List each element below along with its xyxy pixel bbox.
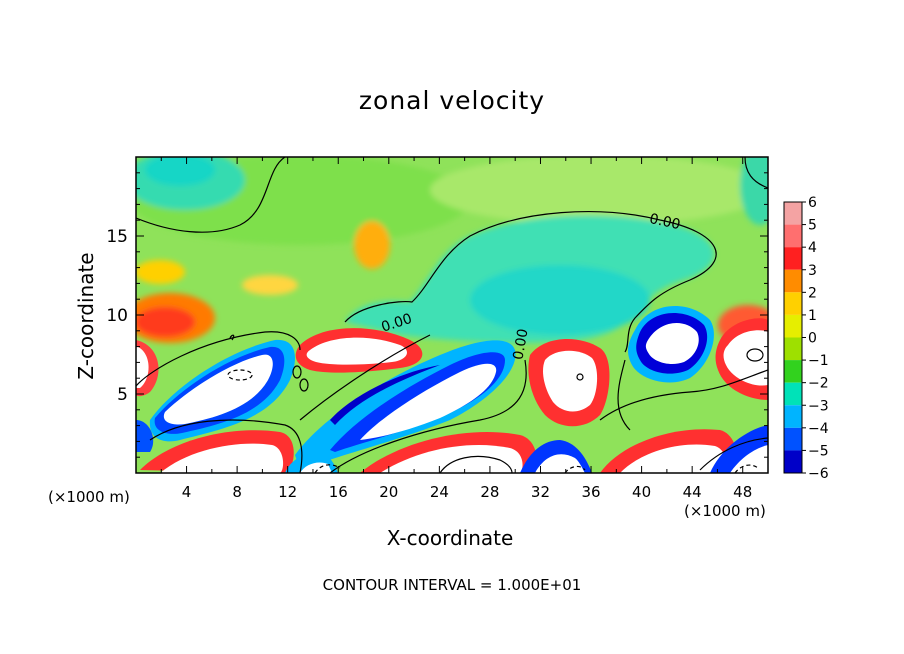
y-tick-label: 10 xyxy=(106,306,128,326)
colorbar-label: 4 xyxy=(808,240,817,256)
colorbar-swatch xyxy=(784,314,802,338)
y-unit-label: (×1000 m) xyxy=(48,488,130,506)
colorbar-swatch xyxy=(784,337,802,361)
y-axis-label: Z-coordinate xyxy=(74,252,98,380)
contour-interval-text: CONTOUR INTERVAL = 1.000E+01 xyxy=(322,576,582,594)
y-tick-label: 15 xyxy=(106,227,128,247)
colorbar-label: −1 xyxy=(808,353,829,369)
x-tick-label: 44 xyxy=(683,483,702,501)
heatmap-field xyxy=(136,157,768,473)
colorbar-swatch xyxy=(784,224,802,248)
chart-title: zonal velocity xyxy=(358,86,546,115)
colorbar-label: 5 xyxy=(808,218,817,234)
colorbar-label: 2 xyxy=(808,285,817,301)
colorbar-swatch xyxy=(784,292,802,315)
x-tick-label: 40 xyxy=(632,483,651,501)
contour-label: 0.00 xyxy=(648,211,682,233)
x-tick-label: 28 xyxy=(480,483,499,501)
colorbar-swatch xyxy=(784,269,802,293)
colorbar-swatch xyxy=(784,405,802,428)
x-tick-label: 20 xyxy=(379,483,398,501)
colorbar-label: −6 xyxy=(808,466,829,482)
x-tick-label: 4 xyxy=(182,483,192,501)
x-tick-label: 16 xyxy=(329,483,348,501)
x-tick-label: 8 xyxy=(232,483,242,501)
colorbar-swatch xyxy=(784,202,802,225)
colorbar-swatch xyxy=(784,450,802,473)
colorbar-swatch xyxy=(784,360,802,383)
colorbar-label: −5 xyxy=(808,443,829,459)
y-axis: 5 10 15 xyxy=(106,172,768,458)
colorbar-label: −4 xyxy=(808,421,829,437)
colorbar-label: −2 xyxy=(808,376,829,392)
x-axis-label: X-coordinate xyxy=(386,526,514,550)
x-tick-label: 48 xyxy=(733,483,752,501)
colorbar-label: 0 xyxy=(808,331,817,347)
x-unit-label: (×1000 m) xyxy=(684,502,766,520)
contour-label: 0.00 xyxy=(510,328,531,361)
colorbar-label: −3 xyxy=(808,398,829,414)
colorbar-label: 6 xyxy=(808,195,817,211)
contour-lines xyxy=(136,157,768,473)
colorbar-label: 1 xyxy=(808,308,817,324)
x-axis: 4 8 12 16 20 24 28 32 36 40 44 48 xyxy=(160,157,752,501)
colorbar-swatch xyxy=(784,247,802,270)
x-tick-label: 32 xyxy=(531,483,550,501)
colorbar-label: 3 xyxy=(808,263,817,279)
y-tick-label: 5 xyxy=(117,385,128,405)
colorbar: 6 5 4 3 2 1 0 −1 −2 −3 −4 −5 −6 xyxy=(783,195,829,482)
contour-labels: 0.000.000.00 xyxy=(379,211,681,361)
x-tick-label: 36 xyxy=(581,483,600,501)
colorbar-swatch xyxy=(784,427,802,451)
x-tick-label: 24 xyxy=(430,483,449,501)
x-tick-label: 12 xyxy=(278,483,297,501)
colorbar-swatch xyxy=(784,382,802,406)
